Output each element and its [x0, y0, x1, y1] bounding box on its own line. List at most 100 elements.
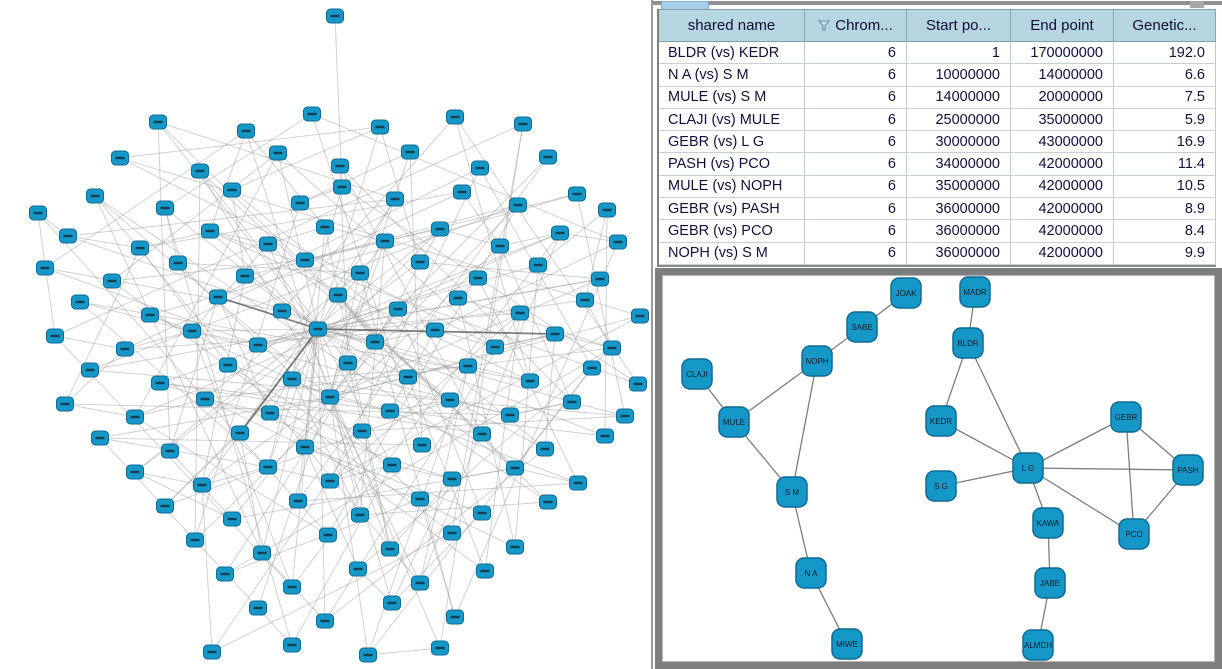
scrollbar-track[interactable]	[653, 1, 1222, 5]
network-node[interactable]	[316, 613, 334, 629]
network-node[interactable]	[261, 405, 279, 421]
network-node[interactable]	[386, 191, 404, 207]
network-node[interactable]	[431, 221, 449, 237]
filter-icon[interactable]	[818, 20, 831, 31]
network-node[interactable]	[603, 340, 621, 356]
network-node[interactable]	[149, 114, 167, 130]
network-node[interactable]	[331, 158, 349, 174]
network-node[interactable]	[329, 287, 347, 303]
network-node[interactable]	[236, 268, 254, 284]
table-row[interactable]: BLDR (vs) KEDR 6 1 170000000 192.0	[659, 42, 1216, 65]
network-node[interactable]	[569, 475, 587, 491]
network-node[interactable]	[583, 360, 601, 376]
network-node[interactable]	[381, 403, 399, 419]
network-node[interactable]	[551, 225, 569, 241]
network-node[interactable]	[326, 8, 344, 24]
network-node[interactable]	[576, 292, 594, 308]
subnetwork-node[interactable]: KAWA	[1032, 507, 1064, 539]
panel-divider[interactable]	[651, 0, 653, 669]
subnetwork-node[interactable]: JABE	[1034, 567, 1066, 599]
subnetwork-node[interactable]: GEBR	[1110, 401, 1142, 433]
network-node[interactable]	[366, 334, 384, 350]
network-node[interactable]	[103, 273, 121, 289]
network-node[interactable]	[131, 240, 149, 256]
network-node[interactable]	[223, 182, 241, 198]
network-node[interactable]	[598, 202, 616, 218]
table-row[interactable]: N A (vs) S M 6 10000000 14000000 6.6	[659, 64, 1216, 87]
network-node[interactable]	[249, 337, 267, 353]
network-node[interactable]	[259, 459, 277, 475]
network-node[interactable]	[431, 640, 449, 656]
network-node[interactable]	[296, 252, 314, 268]
network-node[interactable]	[509, 197, 527, 213]
network-node[interactable]	[151, 375, 169, 391]
network-node[interactable]	[193, 477, 211, 493]
network-node[interactable]	[321, 473, 339, 489]
network-node[interactable]	[223, 511, 241, 527]
network-node[interactable]	[141, 307, 159, 323]
subnetwork-node[interactable]: KEDR	[925, 405, 957, 437]
table-row[interactable]: MULE (vs) NOPH 6 35000000 42000000 10.5	[659, 175, 1216, 199]
network-node[interactable]	[59, 228, 77, 244]
subnetwork-node[interactable]: SABE	[846, 311, 878, 343]
network-node[interactable]	[473, 426, 491, 442]
network-node[interactable]	[539, 149, 557, 165]
network-node[interactable]	[411, 254, 429, 270]
network-node[interactable]	[609, 234, 627, 250]
network-node[interactable]	[383, 457, 401, 473]
network-node[interactable]	[71, 294, 89, 310]
network-node[interactable]	[511, 305, 529, 321]
network-node[interactable]	[283, 371, 301, 387]
table-row[interactable]: GEBR (vs) PCO 6 36000000 42000000 8.4	[659, 220, 1216, 243]
table-row[interactable]: GEBR (vs) PASH 6 36000000 42000000 8.9	[659, 198, 1216, 221]
network-node[interactable]	[449, 290, 467, 306]
network-node[interactable]	[631, 308, 649, 324]
network-node[interactable]	[426, 322, 444, 338]
network-node[interactable]	[111, 150, 129, 166]
subnetwork-node[interactable]: BLDR	[952, 327, 984, 359]
network-node[interactable]	[283, 579, 301, 595]
network-node[interactable]	[514, 116, 532, 132]
network-node[interactable]	[349, 561, 367, 577]
network-node[interactable]	[471, 160, 489, 176]
table-row[interactable]: MULE (vs) S M 6 14000000 20000000 7.5	[659, 86, 1216, 109]
column-header-shared-name[interactable]: shared name	[659, 10, 805, 41]
network-node[interactable]	[443, 525, 461, 541]
subnetwork-node[interactable]: JOAK	[890, 277, 922, 309]
network-node[interactable]	[253, 545, 271, 561]
network-node[interactable]	[91, 430, 109, 446]
network-node[interactable]	[616, 408, 634, 424]
network-node[interactable]	[186, 532, 204, 548]
network-node[interactable]	[473, 505, 491, 521]
network-node[interactable]	[401, 144, 419, 160]
column-header-genetic-[interactable]: Genetic...	[1114, 10, 1216, 41]
network-node[interactable]	[309, 321, 327, 337]
network-node[interactable]	[303, 106, 321, 122]
network-node[interactable]	[446, 609, 464, 625]
network-node[interactable]	[291, 195, 309, 211]
subnetwork-node[interactable]: S G	[925, 470, 957, 502]
network-node[interactable]	[506, 460, 524, 476]
network-node[interactable]	[126, 464, 144, 480]
network-node[interactable]	[156, 200, 174, 216]
network-node[interactable]	[411, 575, 429, 591]
network-node[interactable]	[249, 600, 267, 616]
table-row[interactable]: NOPH (vs) S M 6 36000000 42000000 9.9	[659, 242, 1216, 265]
network-node[interactable]	[521, 373, 539, 389]
network-node[interactable]	[191, 163, 209, 179]
network-node[interactable]	[506, 539, 524, 555]
subnetwork-node[interactable]: N A	[795, 557, 827, 589]
network-node[interactable]	[529, 257, 547, 273]
network-node[interactable]	[411, 491, 429, 507]
network-node[interactable]	[29, 205, 47, 221]
subnetwork-node[interactable]: S M	[776, 476, 808, 508]
subnetwork-node[interactable]: MIWE	[831, 628, 863, 660]
network-node[interactable]	[216, 566, 234, 582]
network-node[interactable]	[441, 392, 459, 408]
table-row[interactable]: CLAJI (vs) MULE 6 25000000 35000000 5.9	[659, 108, 1216, 132]
subnetwork-node[interactable]: CLAJI	[681, 358, 713, 390]
network-node[interactable]	[81, 362, 99, 378]
network-node[interactable]	[259, 236, 277, 252]
network-node[interactable]	[568, 186, 586, 202]
network-node[interactable]	[351, 265, 369, 281]
